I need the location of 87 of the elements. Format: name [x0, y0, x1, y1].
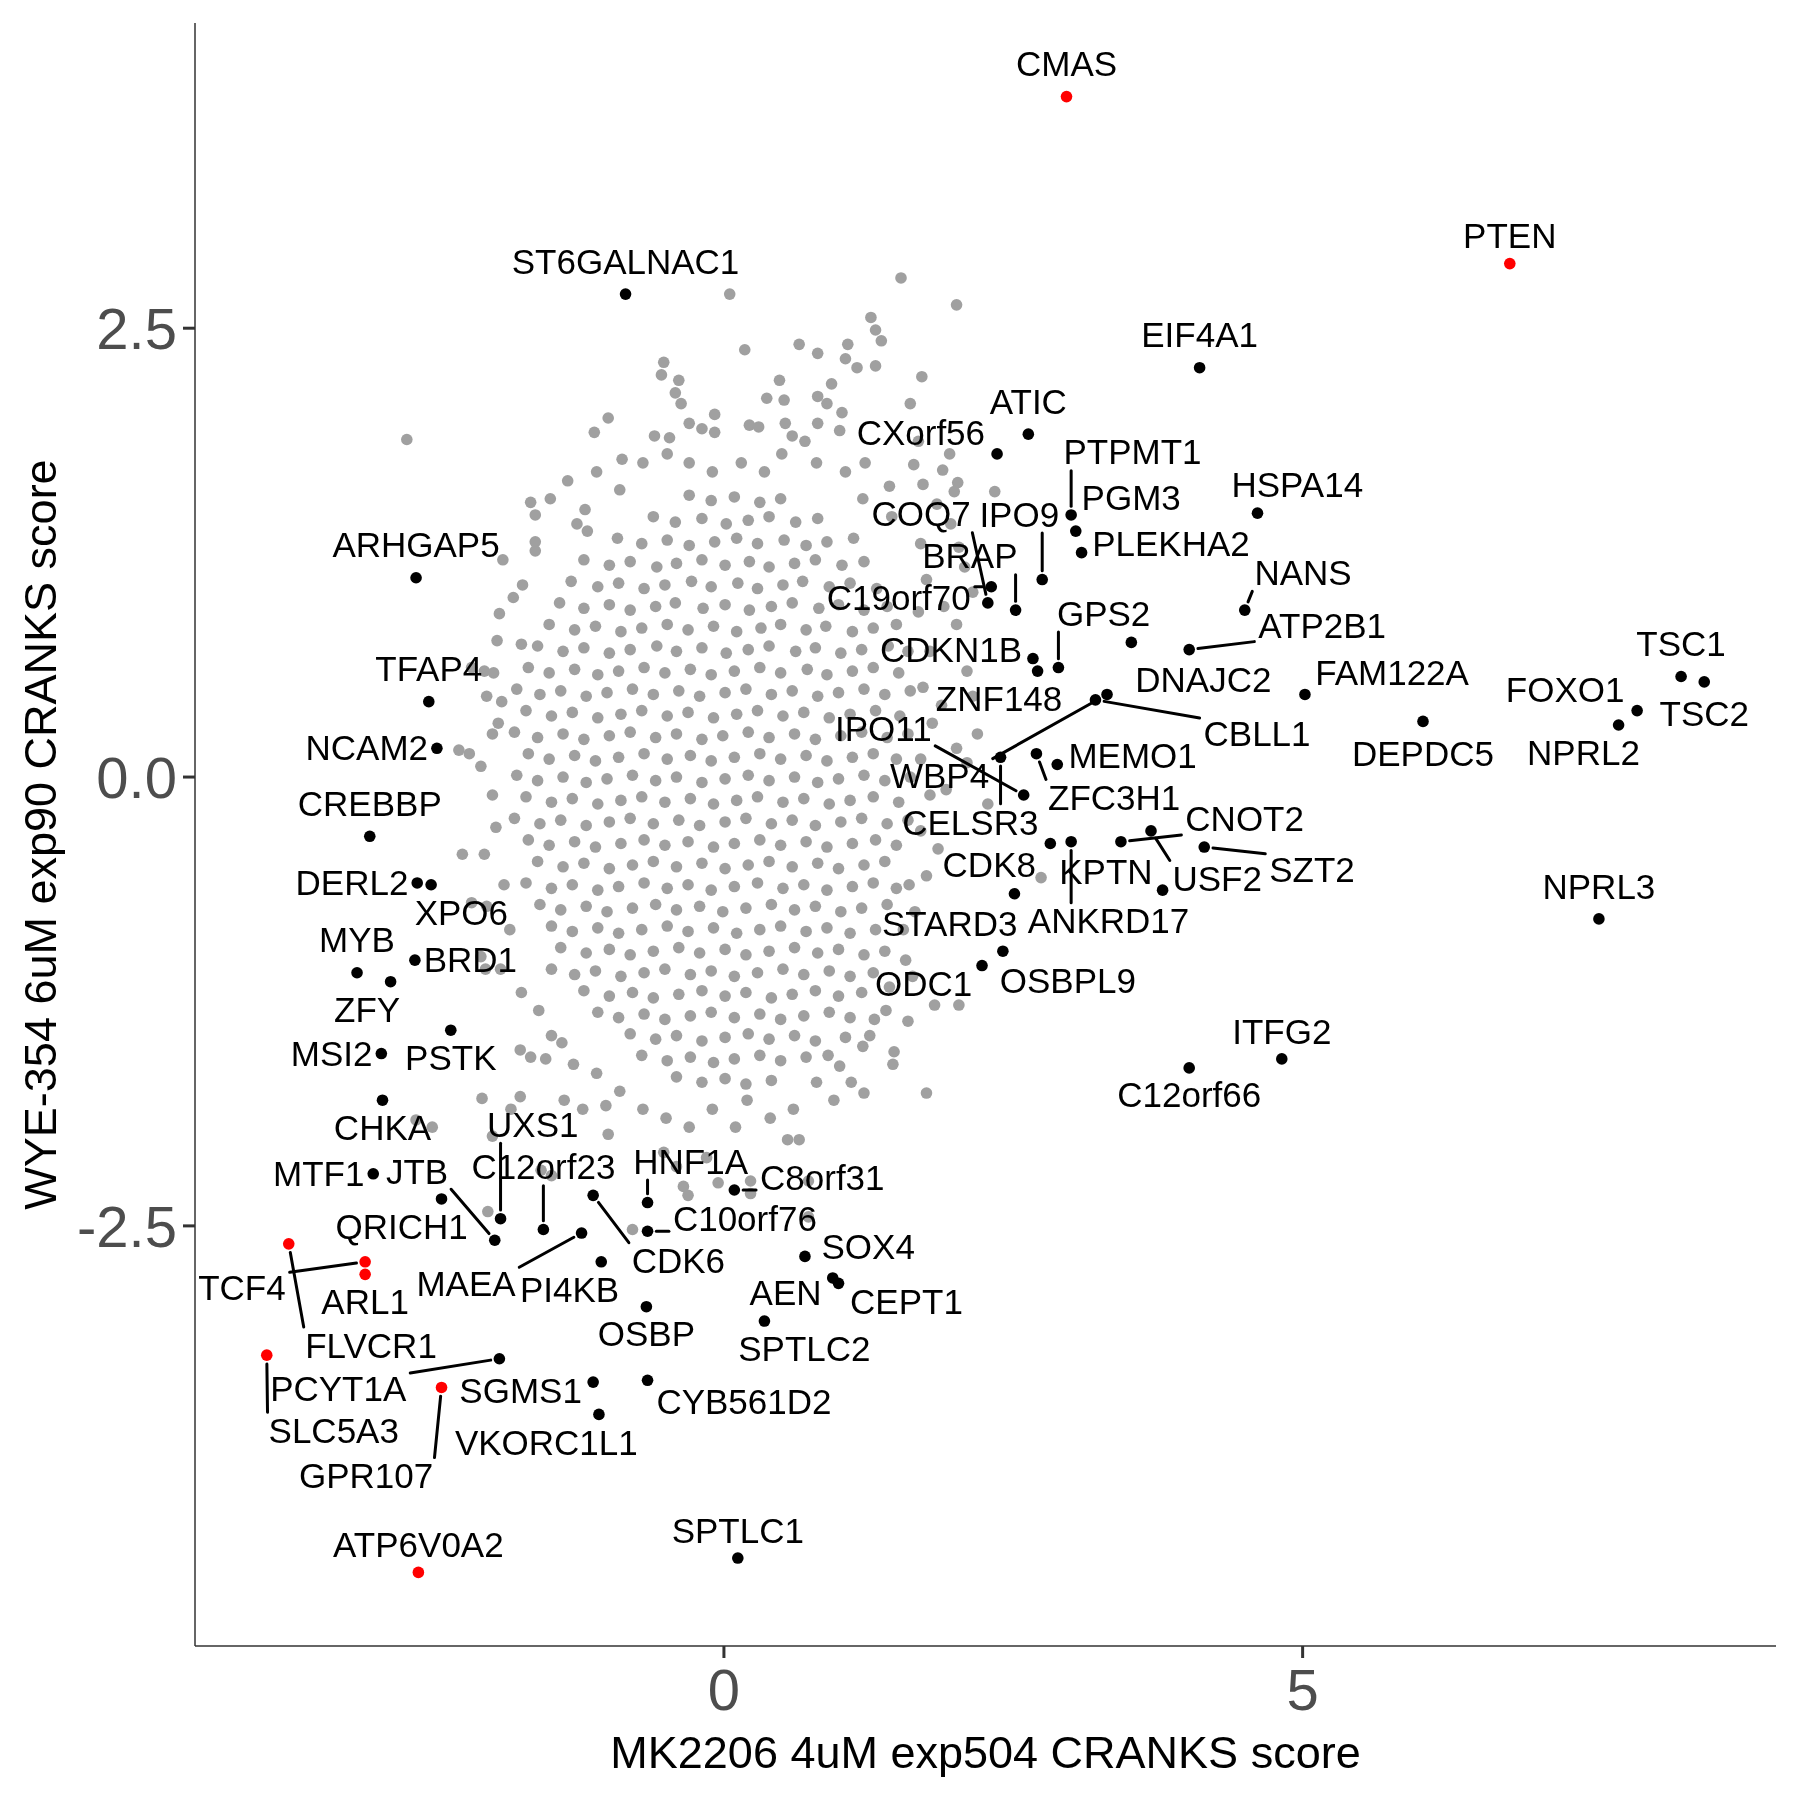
annotation: TSC2 [1659, 694, 1749, 734]
annotation: PCYT1A [270, 1369, 407, 1409]
annotation: USF2 [1172, 858, 1262, 898]
annotation: BRD1 [423, 940, 518, 980]
annotation: MYB [319, 920, 395, 960]
annotation: GPS2 [1056, 593, 1151, 633]
annotation: EIF4A1 [1141, 315, 1258, 355]
annotation: ATP6V0A2 [333, 1525, 504, 1565]
annotation: ITFG2 [1232, 1011, 1332, 1051]
annotation: SLC5A3 [268, 1410, 399, 1450]
annotation: XPO6 [414, 892, 509, 932]
annotation: SGMS1 [459, 1370, 582, 1410]
annotation: NPRL3 [1542, 866, 1656, 906]
annotation: CBLL1 [1203, 714, 1311, 754]
annotation: GPR107 [298, 1456, 434, 1496]
annotation: PTPMT1 [1063, 432, 1202, 472]
annotation: CHKA [333, 1107, 432, 1147]
annotation: DERL2 [295, 863, 409, 903]
y-axis-title: WYE-354 6uM exp90 CRANKS score [15, 459, 66, 1210]
annotation: PSTK [405, 1037, 497, 1077]
x-axis-title: MK2206 4uM exp504 CRANKS score [610, 1727, 1361, 1778]
annotation: ZFC3H1 [1048, 777, 1181, 817]
annotation: CXorf56 [856, 412, 986, 452]
annotation: DNAJC2 [1135, 659, 1272, 699]
annotation: ANKRD17 [1027, 901, 1190, 941]
annotation: MEMO1 [1068, 736, 1197, 776]
annotation: SZT2 [1269, 849, 1355, 889]
annotation: PI4KB [519, 1269, 620, 1309]
annotation: CREBBP [297, 784, 442, 824]
annotation: HSPA14 [1231, 465, 1364, 505]
annotation: ARHGAP5 [332, 525, 500, 565]
annotation: CDK6 [631, 1240, 726, 1280]
annotation: ZNF148 [935, 679, 1063, 719]
annotation: CDK8 [942, 844, 1036, 884]
annotation: SOX4 [821, 1226, 915, 1266]
annotation: ARL1 [321, 1281, 409, 1321]
annotation: C12orf66 [1117, 1075, 1262, 1115]
annotation: AEN [749, 1273, 822, 1313]
annotation: OSBPL9 [999, 961, 1136, 1001]
annotation: OSBP [597, 1314, 696, 1354]
annotation: TSC1 [1636, 624, 1726, 664]
annotation: FAM122A [1315, 653, 1470, 693]
annotation: C8orf31 [760, 1157, 885, 1197]
annotation: VKORC1L1 [454, 1422, 638, 1462]
annotation: ATP2B1 [1258, 605, 1387, 645]
annotation: ZFY [334, 989, 401, 1029]
annotation: CELSR3 [902, 802, 1039, 842]
annotation: CEPT1 [850, 1281, 963, 1321]
annotation: C19orf70 [826, 577, 971, 617]
annotation: MTF1 [273, 1153, 365, 1193]
annotation: FOXO1 [1505, 669, 1625, 709]
annotation: MSI2 [290, 1033, 373, 1073]
annotation: CMAS [1015, 44, 1118, 84]
x-tick-label: 0 [707, 1657, 741, 1722]
annotation: JTB [385, 1151, 449, 1191]
annotation: CDKN1B [880, 630, 1023, 670]
annotation: QRICH1 [335, 1207, 468, 1247]
annotation: IPO11 [834, 708, 932, 748]
annotation: PLEKHA2 [1092, 524, 1250, 564]
annotation: NCAM2 [305, 728, 429, 768]
annotation: COQ7 [871, 494, 971, 534]
annotation: FLVCR1 [305, 1325, 437, 1365]
annotation: TFAP4 [375, 649, 483, 689]
annotation: SPTLC2 [738, 1329, 871, 1369]
annotation: HNF1A [633, 1141, 749, 1181]
annotation: NPRL2 [1527, 733, 1640, 773]
annotation: PTEN [1463, 216, 1557, 256]
annotation: TCF4 [198, 1268, 286, 1308]
annotation: NANS [1254, 553, 1352, 593]
annotation: CYB561D2 [656, 1381, 832, 1421]
y-tick-label: 0.0 [96, 744, 177, 810]
y-tick-label: 2.5 [96, 296, 177, 362]
annotation: C10orf76 [672, 1199, 817, 1239]
annotation: CNOT2 [1185, 799, 1304, 839]
y-tick-label: -2.5 [77, 1193, 177, 1259]
annotation: MAEA [416, 1264, 517, 1304]
annotation: WBP4 [889, 755, 990, 795]
annotation: UXS1 [487, 1104, 579, 1144]
annotation: PGM3 [1081, 477, 1181, 517]
annotation: ODC1 [875, 964, 973, 1004]
annotation: STARD3 [881, 903, 1018, 943]
annotation: ST6GALNAC1 [511, 241, 740, 281]
annotation: IPO9 [979, 494, 1060, 534]
x-tick-label: 5 [1286, 1657, 1319, 1722]
annotation: ATIC [989, 381, 1067, 421]
annotation: SPTLC1 [671, 1510, 804, 1550]
annotation: DEPDC5 [1352, 733, 1494, 773]
